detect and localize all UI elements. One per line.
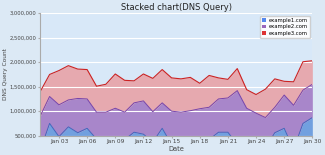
X-axis label: Date: Date [168,146,184,152]
Title: Stacked chart(DNS Query): Stacked chart(DNS Query) [121,3,232,12]
Y-axis label: DNS Query Count: DNS Query Count [4,49,8,100]
Legend: example1.com, example2.com, example3.com: example1.com, example2.com, example3.com [260,16,310,38]
